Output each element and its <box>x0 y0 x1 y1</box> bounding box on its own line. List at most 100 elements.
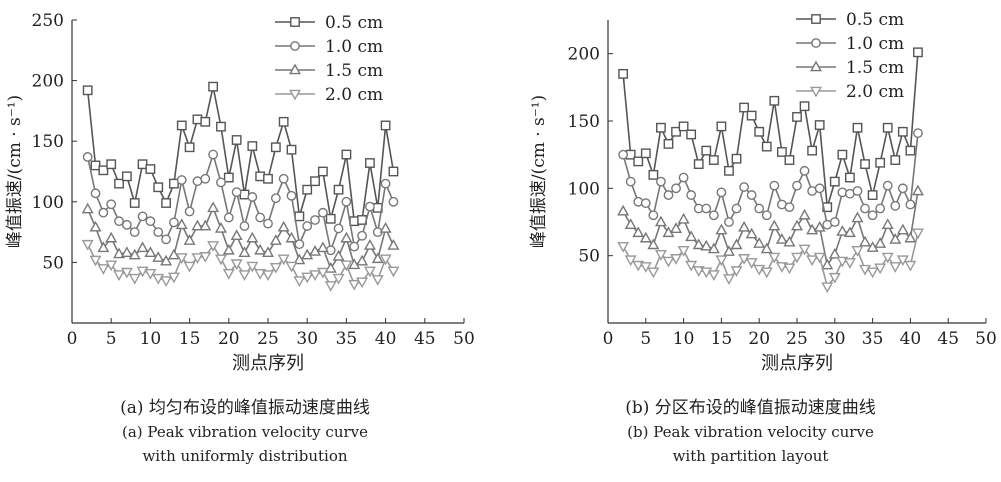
data-point <box>647 238 660 250</box>
data-point <box>889 262 902 273</box>
data-point <box>791 252 803 264</box>
data-point <box>310 215 320 225</box>
data-point <box>874 263 887 275</box>
data-point <box>137 211 148 222</box>
data-point <box>821 282 834 294</box>
data-point <box>663 190 674 200</box>
data-point <box>183 234 196 245</box>
data-point <box>106 159 117 170</box>
data-point <box>81 239 94 251</box>
data-point <box>277 254 290 266</box>
legend-label: 2.0 cm <box>846 82 904 102</box>
data-point <box>380 178 391 189</box>
data-point <box>754 126 765 137</box>
data-point <box>798 208 811 220</box>
data-point <box>90 188 101 199</box>
data-point <box>707 242 720 254</box>
data-point <box>81 202 94 214</box>
data-point <box>286 190 297 201</box>
data-point <box>692 238 705 250</box>
x-tick-label: 25 <box>786 329 808 349</box>
data-point <box>97 264 110 275</box>
data-point <box>167 248 180 260</box>
data-point <box>715 223 728 235</box>
data-point <box>246 231 259 243</box>
data-point <box>821 258 834 270</box>
data-point <box>222 269 235 280</box>
data-point <box>340 231 353 243</box>
data-point <box>746 190 757 200</box>
data-point <box>761 210 772 221</box>
data-point <box>890 200 901 211</box>
data-point <box>278 116 289 127</box>
data-point <box>776 147 787 157</box>
data-point <box>269 234 282 245</box>
data-point <box>341 149 352 160</box>
data-point <box>167 272 180 284</box>
data-point <box>208 81 219 92</box>
x-tick-label: 40 <box>900 329 922 349</box>
legend-label: 1.5 cm <box>846 58 904 78</box>
data-point <box>911 228 924 240</box>
data-point <box>316 241 329 253</box>
data-point <box>701 145 712 156</box>
data-point <box>365 158 375 168</box>
data-point <box>231 187 242 198</box>
series-2-0-cm <box>617 228 924 294</box>
legend-label: 1.5 cm <box>325 61 383 81</box>
x-axis-label: 测点序列 <box>761 353 833 374</box>
data-point <box>905 199 916 210</box>
data-point <box>214 222 227 233</box>
y-tick-label: 150 <box>568 112 600 132</box>
data-point <box>836 256 849 268</box>
data-point <box>715 255 728 267</box>
data-point <box>340 260 353 272</box>
data-point <box>238 246 251 258</box>
y-tick-label: 100 <box>568 179 600 199</box>
x-tick-label: 0 <box>603 329 614 349</box>
data-point <box>716 187 727 198</box>
data-point <box>262 246 274 258</box>
data-point <box>387 266 400 278</box>
data-point <box>388 196 399 207</box>
data-point <box>828 272 841 284</box>
data-point <box>365 201 375 212</box>
data-point <box>814 183 825 194</box>
x-tick-label: 5 <box>106 329 117 349</box>
data-point <box>348 258 361 270</box>
legend-label: 1.0 cm <box>846 34 904 54</box>
data-point <box>845 172 855 183</box>
data-point <box>670 222 683 234</box>
data-point <box>647 267 660 279</box>
data-point <box>866 267 879 279</box>
series-1-0-cm <box>618 128 923 230</box>
series-2-0-cm <box>81 239 400 292</box>
x-tick-label: 25 <box>257 329 279 349</box>
x-tick-label: 0 <box>67 329 78 349</box>
data-point <box>294 211 305 222</box>
data-point <box>113 270 126 281</box>
y-tick-label: 200 <box>568 45 600 65</box>
data-point <box>722 274 735 285</box>
x-tick-label: 20 <box>748 329 770 349</box>
data-point <box>270 193 281 204</box>
data-point <box>836 224 849 236</box>
data-point <box>783 235 796 247</box>
data-point <box>640 148 651 159</box>
data-point <box>662 256 675 268</box>
data-point <box>293 276 306 288</box>
data-point <box>783 263 796 275</box>
data-point <box>761 141 772 152</box>
y-tick-label: 150 <box>32 132 64 152</box>
data-point <box>670 254 683 265</box>
legend-label: 1.0 cm <box>325 37 383 57</box>
data-point <box>867 210 878 221</box>
x-tick-label: 50 <box>975 329 997 349</box>
x-tick-label: 10 <box>140 329 162 349</box>
series-0-5-cm <box>82 81 399 227</box>
caption-b: (b) 分区布设的峰值振动速度曲线 (b) Peak vibration vel… <box>500 396 1001 468</box>
y-tick-label: 50 <box>42 253 64 273</box>
data-point <box>692 266 705 277</box>
data-point <box>852 186 863 196</box>
data-point <box>309 245 322 256</box>
